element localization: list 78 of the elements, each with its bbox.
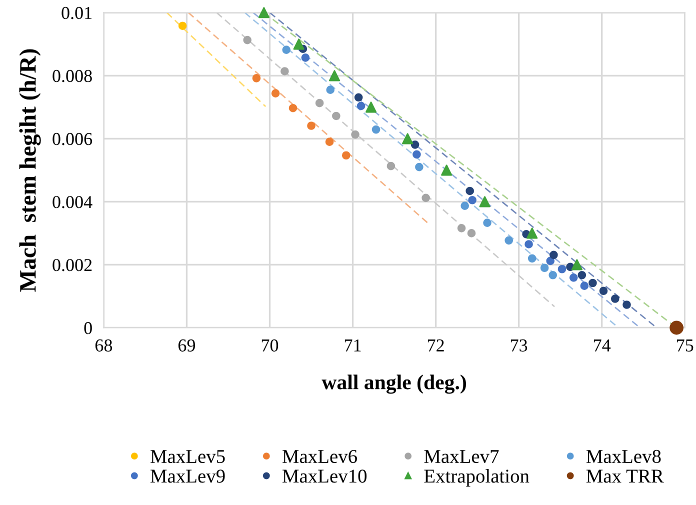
point <box>467 229 476 238</box>
point <box>599 286 608 296</box>
point <box>441 164 452 176</box>
legend-label: Max TRR <box>586 470 664 483</box>
legend-label: MaxLev6 <box>282 450 357 464</box>
point <box>307 122 316 130</box>
point <box>365 102 377 113</box>
point <box>569 273 578 282</box>
point <box>504 236 514 245</box>
point <box>410 140 420 149</box>
legend-label: MaxLev10 <box>282 470 367 483</box>
point <box>243 36 252 44</box>
point <box>280 67 289 76</box>
x-tick-label: 71 <box>344 339 361 352</box>
point <box>548 270 558 280</box>
point <box>315 98 324 108</box>
point <box>328 70 340 82</box>
point <box>351 130 360 139</box>
point <box>528 254 536 263</box>
point <box>415 162 424 172</box>
legend-label: Extrapolation <box>424 469 530 487</box>
y-tick-label: 0 <box>84 322 92 334</box>
point <box>622 300 631 309</box>
point <box>356 102 366 110</box>
x-tick-label: 74 <box>594 340 611 352</box>
legend-label: MaxLev8 <box>586 450 661 464</box>
point <box>610 294 620 303</box>
point <box>479 196 490 208</box>
point <box>301 54 310 62</box>
point <box>325 138 334 146</box>
point <box>558 264 566 274</box>
y-tick-label: 0.002 <box>52 258 92 272</box>
x-tick-label: 73 <box>510 339 528 352</box>
point <box>550 250 558 260</box>
point <box>271 89 280 98</box>
legend-label: MaxLev9 <box>150 470 225 483</box>
point <box>288 104 298 112</box>
y-tick-label: 0.006 <box>52 132 92 146</box>
point <box>526 228 538 239</box>
y-tick-label: 0.01 <box>62 6 92 20</box>
x-axis-title: wall angle (deg.) <box>322 374 466 394</box>
point <box>354 93 363 102</box>
point <box>578 270 586 280</box>
point <box>466 186 474 196</box>
x-tick-label: 72 <box>428 339 444 352</box>
x-tick-label: 69 <box>178 339 196 352</box>
point <box>422 194 430 202</box>
point <box>670 320 684 335</box>
point <box>571 259 582 270</box>
point <box>258 7 270 18</box>
point <box>342 151 350 160</box>
point <box>402 133 414 144</box>
point <box>524 240 533 248</box>
x-tick-label: 75 <box>677 340 694 352</box>
x-tick-label: 68 <box>95 339 112 352</box>
point <box>178 22 187 30</box>
point <box>282 46 291 54</box>
point <box>326 86 335 94</box>
y-axis-title: Mach stem hegiht (h/R) <box>19 49 41 292</box>
point <box>540 264 549 272</box>
legend-label: MaxLev5 <box>150 450 225 464</box>
point <box>457 224 466 232</box>
legend-label: MaxLev7 <box>424 450 499 464</box>
point <box>468 196 476 204</box>
point <box>386 162 396 170</box>
y-tick-label: 0.008 <box>52 70 92 82</box>
point <box>252 74 261 82</box>
point <box>546 256 555 266</box>
x-tick-label: 70 <box>262 339 278 352</box>
point <box>580 282 589 290</box>
point <box>372 125 380 134</box>
point <box>588 278 597 288</box>
y-tick-label: 0.004 <box>52 196 92 208</box>
point <box>332 112 340 120</box>
point <box>483 218 492 227</box>
point <box>293 38 304 50</box>
point <box>412 150 421 159</box>
point <box>460 202 470 210</box>
